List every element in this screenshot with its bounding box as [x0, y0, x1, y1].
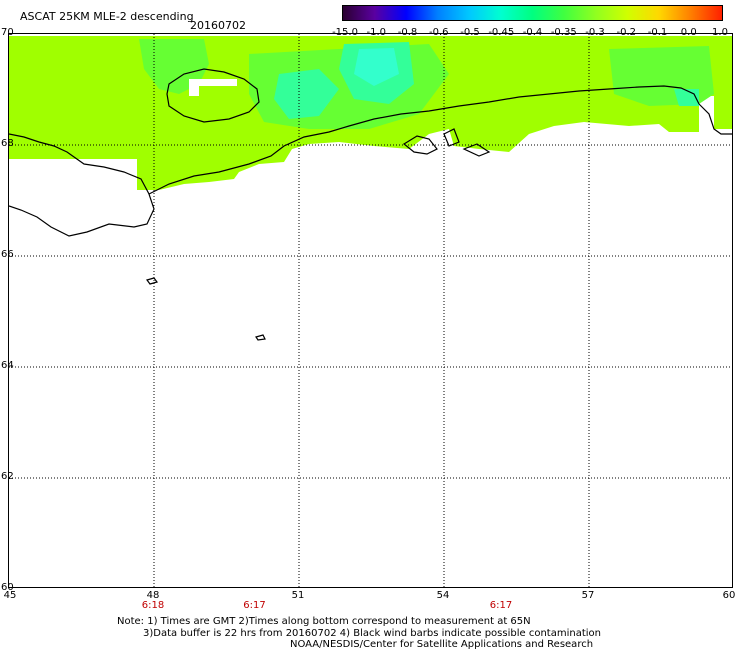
- colorbar-label: -0.1: [647, 27, 668, 38]
- longitude-label: 48: [146, 590, 160, 601]
- longitude-label: 60: [722, 590, 736, 601]
- coastline-small-1: [145, 277, 159, 285]
- latitude-label: 64: [1, 360, 14, 371]
- colorbar-label: 0.0: [680, 27, 697, 38]
- swath-high-center: [274, 69, 339, 119]
- coastline-east: [698, 103, 732, 135]
- coastline-mainland: [148, 85, 700, 195]
- coastline-small-2: [255, 334, 266, 341]
- pass-time-label: 6:18: [141, 600, 165, 611]
- map-title: ASCAT 25KM MLE-2 descending: [20, 10, 194, 23]
- longitude-label: 51: [291, 590, 305, 601]
- data-swath: [9, 36, 732, 190]
- pass-time-label: 6:17: [489, 600, 513, 611]
- colorbar-label: -15.0: [332, 27, 358, 38]
- coastline-islands: [402, 128, 491, 157]
- colorbar: [342, 5, 723, 21]
- latitude-label: 70: [1, 27, 14, 38]
- coastline-kola: [9, 133, 155, 237]
- swath-peak-north: [354, 48, 399, 86]
- colorbar-label: 1.0: [712, 27, 728, 38]
- colorbar-label: -0.6: [428, 27, 449, 38]
- note-line-1: Note: 1) Times are GMT 2)Times along bot…: [117, 616, 531, 627]
- colorbar-label: -0.35: [550, 27, 577, 38]
- latitude-label: 62: [1, 471, 14, 482]
- note-line-3: NOAA/NESDIS/Center for Satellite Applica…: [290, 639, 594, 650]
- swath-gap: [189, 79, 237, 96]
- map-canvas: [9, 34, 732, 587]
- colorbar-label: -0.45: [488, 27, 515, 38]
- latitude-label: 60: [1, 582, 14, 593]
- latitude-label: 68: [1, 138, 14, 149]
- colorbar-label: -0.3: [585, 27, 605, 38]
- coastline-white-sea: [166, 68, 260, 123]
- colorbar-label: -0.8: [397, 27, 418, 38]
- longitude-label: 57: [581, 590, 595, 601]
- colorbar-label: -0.2: [616, 27, 637, 38]
- coastline: [9, 68, 732, 341]
- note-line-2: 3)Data buffer is 22 hrs from 20160702 4)…: [143, 628, 601, 639]
- latitude-label: 66: [1, 249, 14, 260]
- colorbar-label: -0.5: [460, 27, 480, 38]
- colorbar-label: -0.4: [522, 27, 543, 38]
- longitude-label: 54: [436, 590, 450, 601]
- colorbar-label: -1.0: [366, 27, 387, 38]
- pass-time-label: 6:17: [243, 600, 266, 611]
- grid-lines: [9, 34, 732, 587]
- map-area: [8, 33, 733, 588]
- longitude-label: 45: [3, 590, 17, 601]
- map-date: 20160702: [190, 19, 246, 32]
